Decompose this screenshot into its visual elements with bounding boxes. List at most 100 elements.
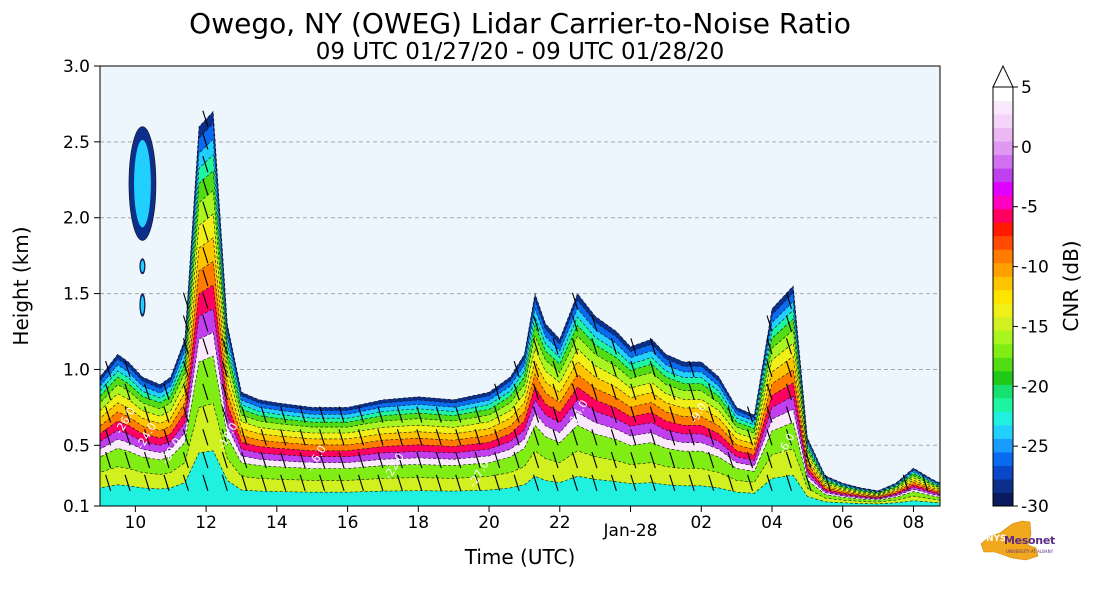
wind-barb: [571, 315, 578, 332]
wind-barb: [688, 360, 695, 378]
colorbar-swatch: [993, 397, 1013, 412]
wind-barb: [591, 451, 598, 469]
wind-barb: [785, 474, 792, 491]
wind-barb: [377, 451, 384, 469]
nys-map-shape: [980, 520, 1039, 561]
colorbar-tick-label: -30: [1021, 497, 1049, 517]
wind-barb: [805, 451, 812, 469]
wind-barb: [202, 315, 209, 332]
wind-barb: [766, 315, 773, 332]
wind-barb: [299, 451, 306, 469]
colorbar-tick-label: -5: [1021, 198, 1038, 218]
colorbar-swatch: [993, 330, 1013, 345]
wind-barb: [805, 474, 812, 491]
wind-barb: [435, 451, 442, 469]
wind-barb: [610, 474, 617, 491]
wind-barb: [163, 429, 170, 446]
wind-barb: [299, 474, 306, 491]
wind-barb: [124, 429, 131, 446]
wind-barb: [708, 429, 715, 446]
wind-barb: [785, 315, 792, 332]
colorbar-swatch: [993, 114, 1013, 129]
x-axis-ticks: 10 12 14 16 18 20 22 Jan-28 02 04 06 08: [125, 506, 925, 541]
wind-barb: [552, 383, 559, 400]
wind-barb: [494, 451, 501, 469]
colorbar-swatch: [993, 370, 1013, 385]
x-tick-label: 20: [478, 513, 500, 533]
wind-barb: [105, 474, 112, 491]
wind-barb: [571, 338, 578, 355]
wind-barb: [338, 451, 345, 469]
wind-barb: [280, 474, 287, 491]
wind-barb: [649, 429, 656, 446]
logo-nys-text: NYS: [986, 534, 1007, 544]
wind-barb: [163, 406, 170, 423]
wind-barb: [435, 474, 442, 491]
wind-barb: [105, 360, 112, 378]
cnr-field: [100, 110, 940, 506]
wind-barb: [143, 474, 151, 491]
wind-barb: [280, 451, 287, 469]
y-tick-label: 2.0: [63, 209, 90, 229]
wind-barb: [221, 429, 228, 446]
wind-barb: [591, 360, 598, 378]
wind-barb: [182, 360, 189, 378]
wind-barb: [202, 292, 209, 309]
wind-barb: [202, 133, 209, 150]
wind-barb: [416, 451, 423, 469]
wind-barb: [649, 383, 656, 400]
wind-barb: [319, 451, 326, 469]
wind-barb: [785, 338, 792, 355]
wind-barb: [785, 292, 792, 309]
colorbar-swatch: [993, 303, 1013, 318]
wind-barb: [571, 383, 578, 400]
wind-barb: [513, 383, 520, 400]
plot-frame: [99, 65, 941, 507]
wind-barb: [241, 474, 248, 491]
x-tick-label: 14: [266, 513, 288, 533]
cnr-upper-cell-core: [134, 139, 151, 228]
wind-barb: [688, 383, 695, 400]
wind-barb: [494, 474, 501, 491]
wind-barb: [669, 406, 676, 423]
wind-barb: [610, 451, 617, 469]
colorbar-swatch: [993, 262, 1013, 277]
colorbar-swatch: [993, 357, 1013, 372]
colorbar-swatch: [993, 235, 1013, 250]
wind-barb: [377, 474, 384, 491]
wind-barb: [105, 383, 112, 400]
colorbar-swatch: [993, 411, 1013, 426]
wind-barb: [591, 338, 598, 355]
wind-barb: [688, 474, 695, 491]
wind-barb: [202, 110, 209, 127]
wind-barb: [552, 474, 559, 491]
colorbar-swatch: [993, 181, 1013, 196]
wind-barb: [747, 406, 754, 423]
wind-barb: [669, 451, 676, 469]
colorbar-swatch: [993, 289, 1013, 304]
wind-barb: [357, 429, 365, 446]
wind-barb: [630, 338, 637, 355]
wind-barb: [338, 474, 345, 491]
wind-barb: [766, 406, 773, 423]
wind-barb: [766, 338, 773, 355]
wind-barb: [669, 429, 676, 446]
chart-subtitle: 09 UTC 01/27/20 - 09 UTC 01/28/20: [316, 39, 725, 65]
wind-barb: [747, 429, 754, 446]
wind-barb: [221, 451, 228, 469]
x-tick-label: 08: [903, 513, 925, 533]
wind-barb: [319, 429, 326, 446]
wind-barb: [610, 406, 617, 423]
wind-barb: [766, 451, 773, 469]
colorbar-swatch: [993, 100, 1013, 115]
wind-barb: [455, 429, 462, 446]
wind-barb: [202, 338, 209, 355]
wind-barb: [241, 406, 248, 423]
wind-barb: [455, 474, 462, 491]
wind-barb: [591, 315, 598, 332]
colorbar-label: CNR (dB): [1059, 240, 1083, 331]
wind-barb: [221, 406, 228, 423]
wind-barb: [533, 338, 540, 355]
y-tick-label: 1.0: [63, 360, 90, 380]
wind-barb: [688, 451, 695, 469]
